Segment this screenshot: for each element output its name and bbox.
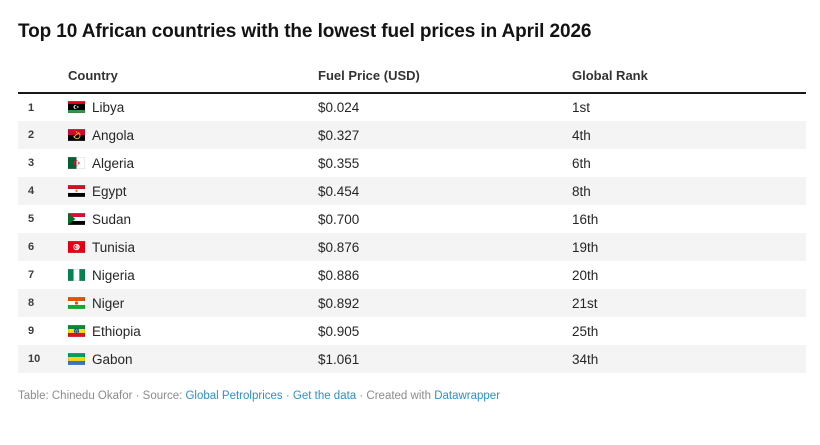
global-rank-value: 19th (572, 239, 599, 255)
header-country: Country (68, 56, 318, 94)
fuel-price-value: $0.355 (318, 155, 360, 171)
table-row: 8 Niger $0.892 21st (18, 289, 806, 317)
row-number: 7 (28, 269, 35, 281)
table-row: 5 Sudan $0.700 16th (18, 205, 806, 233)
country-name: Ethiopia (92, 323, 141, 339)
fuel-price-table: Country Fuel Price (USD) Global Rank 1 L… (18, 56, 806, 373)
table-row: 9 Ethiopia $0.905 25th (18, 317, 806, 345)
datawrapper-link[interactable]: Datawrapper (434, 390, 501, 402)
global-rank-value: 16th (572, 211, 599, 227)
datawrapper-table-card: Top 10 African countries with the lowest… (0, 20, 820, 404)
get-the-data-link[interactable]: Get the data (292, 390, 357, 402)
flag-tunisia-icon (68, 240, 85, 253)
footer-byline-and-source-label: Table: Chinedu Okafor · Source: (18, 390, 183, 402)
country-name: Algeria (92, 155, 135, 171)
country-name: Libya (92, 100, 125, 115)
row-number: 1 (28, 101, 35, 114)
flag-egypt-icon (68, 184, 85, 197)
row-number: 5 (28, 213, 35, 225)
country-cell: Ethiopia (68, 317, 318, 345)
fuel-price-value: $0.886 (318, 267, 360, 283)
fuel-price-value: $0.905 (318, 323, 360, 339)
chart-title: Top 10 African countries with the lowest… (18, 21, 592, 42)
fuel-price-value: $1.061 (318, 351, 360, 367)
row-number: 8 (28, 297, 35, 309)
country-name: Angola (92, 127, 135, 143)
flag-libya-icon (68, 101, 85, 113)
flag-angola-icon (68, 128, 85, 141)
global-rank-value: 25th (572, 323, 599, 339)
country-name: Sudan (92, 211, 132, 227)
country-cell: Angola (68, 121, 318, 149)
flag-niger-icon (68, 296, 85, 309)
table-row: 3 Algeria $0.355 6th (18, 149, 806, 177)
header-global-rank: Global Rank (572, 56, 806, 94)
country-cell: Sudan (68, 205, 318, 233)
country-name: Egypt (92, 183, 127, 199)
country-cell: Nigeria (68, 261, 318, 289)
footer-separator-dot: · (285, 390, 290, 402)
footer-created-with-label: · Created with (359, 390, 431, 402)
flag-ethiopia-icon (68, 324, 85, 337)
fuel-price-value: $0.327 (318, 127, 360, 143)
global-rank-value: 4th (572, 127, 591, 143)
table-row: 10 Gabon $1.061 34th (18, 345, 806, 373)
source-link[interactable]: Global Petrolprices (185, 390, 283, 402)
fuel-price-value: $0.024 (318, 100, 360, 115)
table-row: 2 Angola $0.327 4th (18, 121, 806, 149)
table-header-row: Country Fuel Price (USD) Global Rank (18, 56, 806, 94)
global-rank-value: 8th (572, 183, 591, 199)
table-row: 4 Egypt $0.454 8th (18, 177, 806, 205)
flag-gabon-icon (68, 352, 85, 365)
table-row: 7 Nigeria $0.886 20th (18, 261, 806, 289)
table-row: 1 Libya $0.024 1st (18, 93, 806, 121)
flag-nigeria-icon (68, 268, 85, 281)
row-number: 6 (28, 241, 35, 253)
global-rank-value: 21st (572, 295, 598, 311)
fuel-price-value: $0.876 (318, 239, 360, 255)
country-name: Gabon (92, 351, 133, 367)
fuel-price-value: $0.700 (318, 211, 360, 227)
header-number-column (18, 56, 68, 94)
table-body: 1 Libya $0.024 1st 2 Angola $0.327 4th 3… (18, 93, 806, 373)
row-number: 3 (28, 157, 35, 169)
global-rank-value: 1st (572, 100, 591, 115)
global-rank-value: 6th (572, 155, 591, 171)
country-name: Nigeria (92, 267, 135, 283)
fuel-price-value: $0.454 (318, 183, 360, 199)
global-rank-value: 20th (572, 267, 599, 283)
flag-sudan-icon (68, 212, 85, 225)
country-cell: Libya (68, 93, 318, 121)
country-cell: Algeria (68, 149, 318, 177)
global-rank-value: 34th (572, 351, 599, 367)
row-number: 10 (28, 353, 41, 365)
row-number: 9 (28, 325, 35, 337)
fuel-price-value: $0.892 (318, 295, 360, 311)
country-name: Tunisia (92, 239, 136, 255)
country-cell: Tunisia (68, 233, 318, 261)
country-cell: Gabon (68, 345, 318, 373)
country-cell: Niger (68, 289, 318, 317)
country-name: Niger (92, 295, 125, 311)
footer-credits: Table: Chinedu Okafor · Source: Global P… (18, 389, 806, 404)
flag-algeria-icon (68, 156, 85, 169)
row-number: 2 (28, 129, 35, 141)
row-number: 4 (28, 185, 35, 197)
country-cell: Egypt (68, 177, 318, 205)
table-row: 6 Tunisia $0.876 19th (18, 233, 806, 261)
header-fuel-price: Fuel Price (USD) (318, 56, 572, 94)
